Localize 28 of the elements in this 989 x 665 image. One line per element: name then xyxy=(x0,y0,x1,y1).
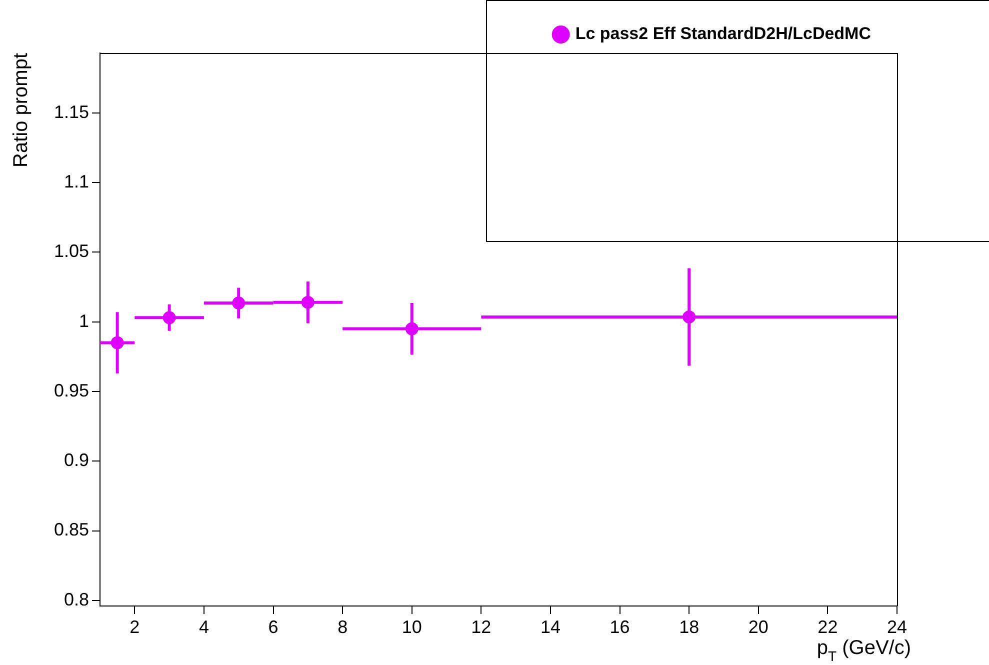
x-tick-label: 16 xyxy=(610,616,630,637)
y-axis-title: Ratio prompt xyxy=(10,52,32,168)
x-tick-label: 4 xyxy=(198,616,209,637)
x-tick-label: 10 xyxy=(402,616,422,637)
x-tick-label: 14 xyxy=(540,616,560,637)
y-tick-label: 1.1 xyxy=(64,172,89,192)
x-tick-label: 12 xyxy=(471,616,492,637)
point xyxy=(405,322,418,336)
x-tick-label: 18 xyxy=(679,616,700,637)
x-tick-label: 8 xyxy=(338,616,348,637)
point xyxy=(301,296,314,309)
y-tick-label: 0.8 xyxy=(64,589,89,610)
point xyxy=(162,311,176,324)
y-tick-label: 0.85 xyxy=(54,520,89,540)
x-tick-label: 20 xyxy=(748,616,768,637)
y-tick-label: 0.9 xyxy=(64,450,89,470)
y-tick-label: 0.95 xyxy=(54,380,89,400)
point xyxy=(232,296,246,310)
legend-label: Lc pass2 Eff StandardD2H/LcDedMC xyxy=(575,24,872,44)
point xyxy=(110,336,124,350)
x-tick-label: 6 xyxy=(268,616,278,637)
y-tick-label: 1 xyxy=(78,310,89,331)
y-tick-label: 1.15 xyxy=(54,102,89,122)
x-tick-label: 2 xyxy=(130,616,140,637)
point xyxy=(682,310,696,324)
x-tick-label: 22 xyxy=(818,616,838,637)
x-tick-label: 24 xyxy=(886,616,908,637)
y-tick-label: 1.05 xyxy=(54,241,89,262)
